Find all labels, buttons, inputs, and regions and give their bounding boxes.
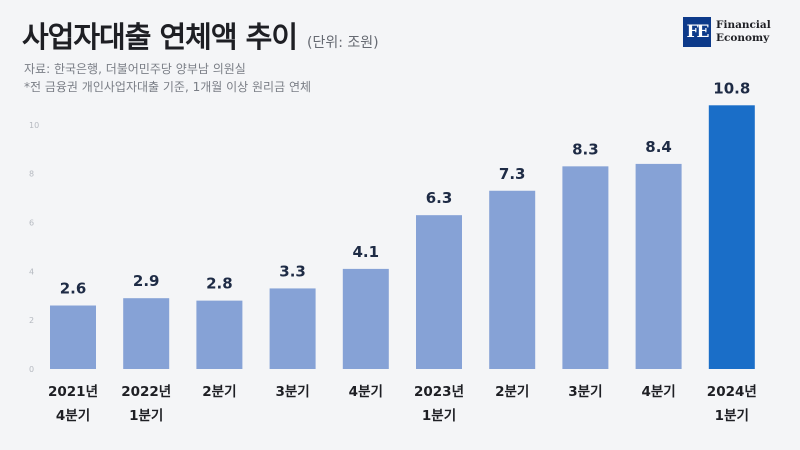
source-text: 자료: 한국은행, 더불어민주당 양부남 의원실 <box>24 62 246 76</box>
y-tick-label: 4 <box>29 267 34 276</box>
y-tick-label: 10 <box>29 121 39 130</box>
logo-line-2: Economy <box>716 32 770 44</box>
data-label: 2.8 <box>206 275 233 293</box>
x-tick-label: 2021년 <box>48 384 98 400</box>
bar <box>416 215 462 369</box>
x-tick-label: 3분기 <box>568 384 602 400</box>
x-tick-label: 1분기 <box>129 408 163 424</box>
x-tick-label: 2분기 <box>202 384 236 400</box>
logo-wordmark: Financial Economy <box>716 19 771 45</box>
x-tick-label: 4분기 <box>641 384 675 400</box>
x-tick-label: 1분기 <box>422 408 456 424</box>
chart-title: 사업자대출 연체액 추이 <box>22 20 298 54</box>
title-row: 사업자대출 연체액 추이 (단위: 조원) <box>22 14 379 56</box>
data-label: 2.6 <box>60 280 87 298</box>
data-label: 3.3 <box>279 262 306 280</box>
bar <box>489 190 536 369</box>
x-tick-label: 4분기 <box>56 408 90 424</box>
data-label: 2.9 <box>133 272 160 290</box>
bar <box>123 298 170 369</box>
data-label: 8.4 <box>645 138 672 156</box>
bar <box>342 268 389 369</box>
x-tick-label: 1분기 <box>715 408 749 424</box>
x-tick-label: 2024년 <box>707 384 757 400</box>
x-tick-label: 4분기 <box>349 384 383 400</box>
x-tick-label: 2022년 <box>121 384 171 400</box>
bar <box>708 105 755 370</box>
x-tick-label: 2분기 <box>495 384 529 400</box>
bar <box>269 288 316 369</box>
logo-line-1: Financial <box>716 19 771 31</box>
logo-mark: FE <box>683 17 711 47</box>
data-label: 7.3 <box>499 165 526 183</box>
y-tick-label: 8 <box>29 170 34 179</box>
bar <box>562 166 609 369</box>
source-block: 자료: 한국은행, 더불어민주당 양부남 의원실 *전 금융권 개인사업자대출 … <box>24 60 311 96</box>
bar <box>635 163 682 369</box>
logo: FE Financial Economy <box>683 17 771 47</box>
data-label: 8.3 <box>572 140 599 158</box>
unit-label: (단위: 조원) <box>307 35 379 51</box>
data-label: 10.8 <box>713 79 750 97</box>
data-label: 4.1 <box>353 243 380 261</box>
data-label: 6.3 <box>426 189 453 207</box>
y-tick-label: 6 <box>29 219 34 228</box>
y-tick-label: 0 <box>29 365 34 374</box>
x-tick-label: 3분기 <box>275 384 309 400</box>
bar <box>50 305 96 369</box>
bar <box>196 300 243 369</box>
x-tick-label: 2023년 <box>414 384 464 400</box>
y-tick-label: 2 <box>29 316 34 325</box>
note-text: *전 금융권 개인사업자대출 기준, 1개월 이상 원리금 연체 <box>24 80 312 94</box>
